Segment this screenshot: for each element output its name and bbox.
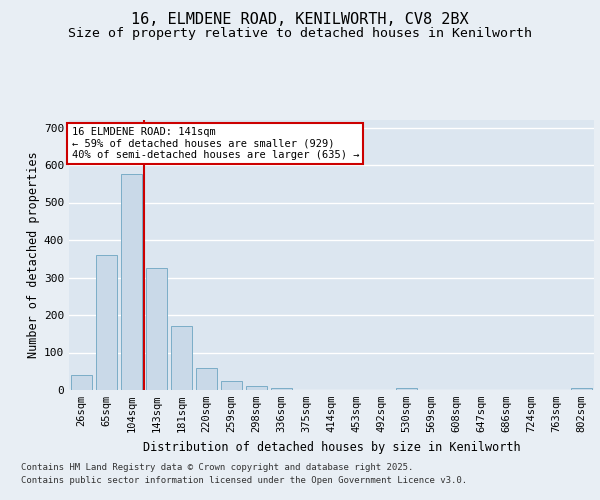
Bar (96, 255, 117, 390)
Bar (246, 386, 267, 390)
Bar (221, 380, 242, 390)
Bar (71, 375, 92, 390)
Bar (571, 388, 592, 390)
Bar (396, 388, 417, 390)
Text: Contains public sector information licensed under the Open Government Licence v3: Contains public sector information licen… (21, 476, 467, 485)
Text: 16 ELMDENE ROAD: 141sqm
← 59% of detached houses are smaller (929)
40% of semi-d: 16 ELMDENE ROAD: 141sqm ← 59% of detache… (71, 126, 359, 160)
Text: Size of property relative to detached houses in Kenilworth: Size of property relative to detached ho… (68, 28, 532, 40)
X-axis label: Distribution of detached houses by size in Kenilworth: Distribution of detached houses by size … (143, 440, 520, 454)
Bar (196, 368, 217, 390)
Text: 16, ELMDENE ROAD, KENILWORTH, CV8 2BX: 16, ELMDENE ROAD, KENILWORTH, CV8 2BX (131, 12, 469, 28)
Text: Contains HM Land Registry data © Crown copyright and database right 2025.: Contains HM Land Registry data © Crown c… (21, 464, 413, 472)
Bar (146, 268, 167, 390)
Bar (171, 326, 192, 390)
Bar (121, 174, 142, 390)
Bar (271, 388, 292, 390)
Y-axis label: Number of detached properties: Number of detached properties (27, 152, 40, 358)
